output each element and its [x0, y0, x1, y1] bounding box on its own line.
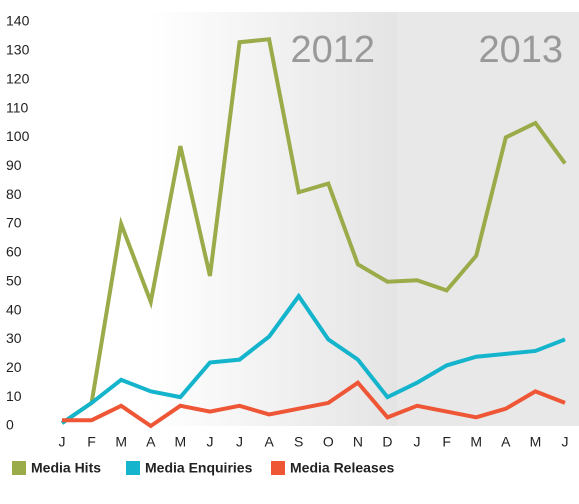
y-tick-label: 50 [6, 272, 22, 288]
y-tick-label: 100 [6, 128, 30, 144]
x-tick-label: M [530, 434, 542, 450]
y-tick-label: 110 [6, 99, 29, 115]
legend-label: Media Hits [31, 460, 101, 476]
year-label: 2013 [478, 29, 563, 71]
y-tick-label: 30 [6, 330, 22, 346]
legend-swatch [12, 461, 26, 475]
x-tick-label: F [442, 434, 451, 450]
y-tick-label: 90 [6, 157, 22, 173]
x-tick-label: M [470, 434, 482, 450]
year-label: 2012 [290, 29, 375, 71]
y-tick-label: 80 [6, 186, 22, 202]
x-tick-label: N [353, 434, 363, 450]
x-tick-label: O [323, 434, 334, 450]
series-line [62, 380, 566, 429]
x-tick-label: D [382, 434, 392, 450]
x-tick-label: J [414, 434, 421, 450]
x-tick-label: F [87, 434, 96, 450]
x-tick-label: A [264, 434, 274, 450]
y-tick-label: 40 [6, 301, 22, 317]
series-line [60, 37, 567, 425]
y-tick-label: 140 [6, 13, 30, 29]
x-tick-label: J [562, 434, 569, 450]
period-2013-shade [397, 12, 579, 426]
x-tick-label: A [501, 434, 511, 450]
legend-label: Media Releases [290, 460, 394, 476]
y-tick-label: 70 [6, 215, 22, 231]
legend-swatch [126, 461, 140, 475]
series-line [60, 292, 566, 425]
y-tick-label: 0 [6, 417, 14, 433]
y-tick-label: 20 [6, 359, 22, 375]
legend-swatch [271, 461, 285, 475]
y-tick-label: 10 [6, 388, 22, 404]
x-tick-label: J [59, 434, 66, 450]
x-tick-label: M [115, 434, 127, 450]
legend-label: Media Enquiries [145, 460, 253, 476]
y-tick-label: 120 [6, 70, 30, 86]
x-tick-label: J [206, 434, 213, 450]
x-tick-label: A [146, 434, 156, 450]
y-tick-label: 130 [6, 42, 30, 58]
y-tick-label: 60 [6, 244, 22, 260]
x-tick-label: J [236, 434, 243, 450]
x-tick-label: S [294, 434, 303, 450]
x-tick-label: M [175, 434, 187, 450]
